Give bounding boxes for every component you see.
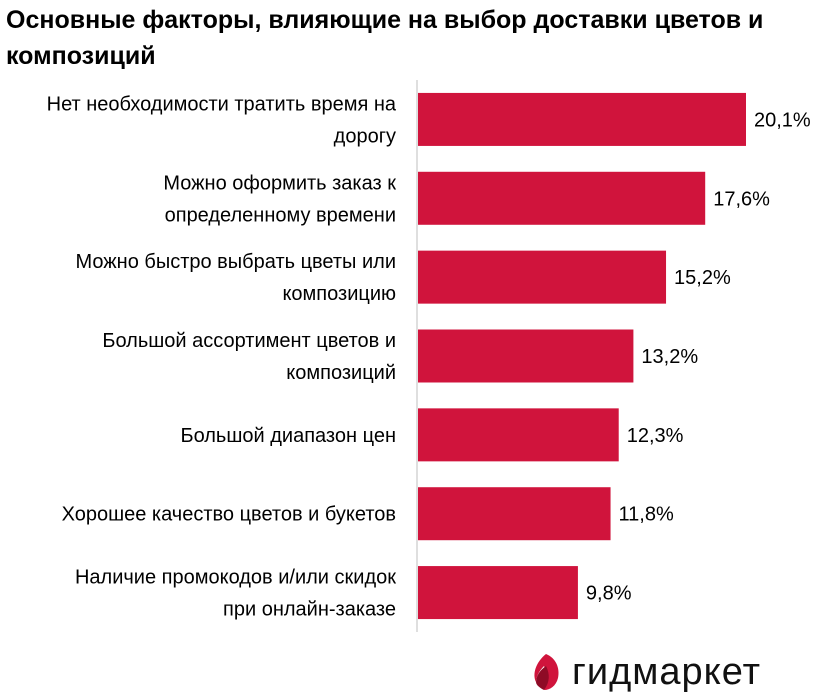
data-label: 20,1% xyxy=(754,109,811,131)
category-label: Большой ассортимент цветов и xyxy=(102,330,396,352)
data-label: 15,2% xyxy=(674,267,731,289)
category-label: Нет необходимости тратить время на xyxy=(47,93,397,115)
chart-title: Основные факторы, влияющие на выбор дост… xyxy=(6,6,764,70)
category-label: Наличие промокодов и/или скидок xyxy=(75,567,396,589)
category-label: композицию xyxy=(282,283,396,305)
data-label: 13,2% xyxy=(641,346,698,368)
data-label: 9,8% xyxy=(586,583,632,605)
bar xyxy=(418,171,706,225)
bar xyxy=(418,92,746,146)
category-label: определенному времени xyxy=(165,204,396,226)
category-label: Можно оформить заказ к xyxy=(163,172,396,194)
category-label: композиций xyxy=(286,362,396,384)
category-label: дорогу xyxy=(334,125,396,147)
data-label: 12,3% xyxy=(627,425,684,447)
bar xyxy=(418,250,667,304)
brand-name: гидмаркет xyxy=(572,651,761,693)
bar xyxy=(418,566,578,620)
category-label: Большой диапазон цен xyxy=(180,425,396,447)
category-label: Хорошее качество цветов и букетов xyxy=(62,504,396,526)
bar xyxy=(418,487,611,541)
bar xyxy=(418,408,619,462)
brand-logo: гидмаркет xyxy=(532,652,761,692)
brand-mark-icon xyxy=(534,654,559,690)
data-label: 11,8% xyxy=(619,504,674,526)
bar xyxy=(418,329,634,383)
data-label: 17,6% xyxy=(713,188,770,210)
category-label: Можно быстро выбрать цветы или xyxy=(76,251,397,273)
category-label: при онлайн-заказе xyxy=(223,599,396,621)
